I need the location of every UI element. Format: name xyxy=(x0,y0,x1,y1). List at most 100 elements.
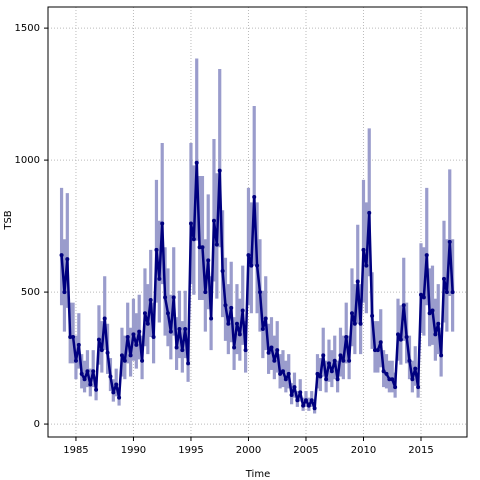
tsb-point xyxy=(410,377,415,382)
tsb-point xyxy=(315,371,320,376)
tsb-point xyxy=(246,253,251,258)
tsb-point xyxy=(269,345,274,350)
tsb-point xyxy=(119,353,124,358)
tsb-point xyxy=(229,305,234,310)
tsb-point xyxy=(171,295,176,300)
tsb-point xyxy=(375,348,380,353)
tsb-point xyxy=(260,327,265,332)
tsb-point xyxy=(370,313,375,318)
tsb-point xyxy=(381,369,386,374)
tsb-point xyxy=(341,358,346,363)
plot-frame xyxy=(47,6,468,438)
x-tick-label: 1995 xyxy=(178,445,203,456)
tsb-point xyxy=(324,377,329,382)
tsb-point xyxy=(252,195,257,200)
plot xyxy=(59,160,455,411)
x-tick-label: 2000 xyxy=(236,445,261,456)
x-axis-label: Time xyxy=(245,469,270,480)
tsb-point xyxy=(283,377,288,382)
tsb-point xyxy=(433,332,438,337)
x-tick-label: 1990 xyxy=(121,445,146,456)
tsb-point xyxy=(318,374,323,379)
tsb-point xyxy=(62,290,67,295)
tsb-point xyxy=(321,353,326,358)
tsb-point xyxy=(211,218,216,223)
tsb-point xyxy=(444,290,449,295)
tsb-point xyxy=(295,398,300,403)
tsb-point xyxy=(352,321,357,326)
tsb-point xyxy=(194,160,199,165)
tsb-point xyxy=(154,247,159,252)
tsb-point xyxy=(329,369,334,374)
tsb-point xyxy=(249,263,254,268)
tsb-point xyxy=(306,403,311,408)
tsb-point xyxy=(79,371,84,376)
tsb-point xyxy=(335,377,340,382)
tsb-point xyxy=(71,334,76,339)
tsb-point xyxy=(301,403,306,408)
tsb-point xyxy=(436,321,441,326)
tsb-point xyxy=(140,358,145,363)
tsb-point xyxy=(450,290,455,295)
tsb-point xyxy=(168,329,173,334)
tsb-point xyxy=(65,257,70,262)
tsb-point xyxy=(128,353,133,358)
tsb-point xyxy=(298,390,303,395)
tsb-point xyxy=(255,263,260,268)
tsb-point xyxy=(344,334,349,339)
tsb-point xyxy=(292,385,297,390)
tsb-point xyxy=(372,348,377,353)
tsb-point xyxy=(303,398,308,403)
tsb-point xyxy=(183,327,188,332)
tsb-point xyxy=(148,298,153,303)
tsb-point xyxy=(275,348,280,353)
tsb-point xyxy=(240,308,245,313)
tsb-point xyxy=(439,353,444,358)
tsb-point xyxy=(447,239,452,244)
tsb-point xyxy=(395,332,400,337)
tsb-point xyxy=(232,345,237,350)
tsb-point xyxy=(441,276,446,281)
tsb-point xyxy=(234,321,239,326)
tsb-point xyxy=(326,361,331,366)
tsb-point xyxy=(131,332,136,337)
grid xyxy=(48,7,467,437)
tsb-point xyxy=(358,321,363,326)
tsb-point xyxy=(163,295,168,300)
tsb-point xyxy=(191,237,196,242)
y-tick-label: 1000 xyxy=(15,155,40,166)
x-tick-label: 2005 xyxy=(293,445,318,456)
tsb-point xyxy=(416,385,421,390)
tsb-point xyxy=(393,385,398,390)
tsb-point xyxy=(82,377,87,382)
tsb-point xyxy=(289,393,294,398)
tsb-point xyxy=(134,342,139,347)
tsb-point xyxy=(309,398,314,403)
tsb-point xyxy=(157,276,162,281)
tsb-point xyxy=(378,340,383,345)
tsb-point xyxy=(278,371,283,376)
tsb-point xyxy=(214,242,219,247)
y-tick-label: 0 xyxy=(34,419,40,430)
tsb-point xyxy=(117,395,122,400)
tsb-point xyxy=(180,348,185,353)
tsb-point xyxy=(165,311,170,316)
tsb-point xyxy=(387,377,392,382)
tsb-point xyxy=(91,369,96,374)
tsb-point xyxy=(111,390,116,395)
tsb-point xyxy=(243,348,248,353)
tsb-point xyxy=(349,311,354,316)
tsb-point xyxy=(223,303,228,308)
tsb-point xyxy=(390,377,395,382)
tsb-point xyxy=(430,308,435,313)
tsb-point xyxy=(413,366,418,371)
y-tick-label: 500 xyxy=(21,287,40,298)
tsb-point xyxy=(272,358,277,363)
tsb-point xyxy=(361,247,366,252)
tsb-point xyxy=(197,245,202,250)
tsb-point xyxy=(105,350,110,355)
tsb-point xyxy=(398,337,403,342)
x-tick-label: 2015 xyxy=(408,445,433,456)
tsb-point xyxy=(266,350,271,355)
tsb-point xyxy=(209,316,214,321)
